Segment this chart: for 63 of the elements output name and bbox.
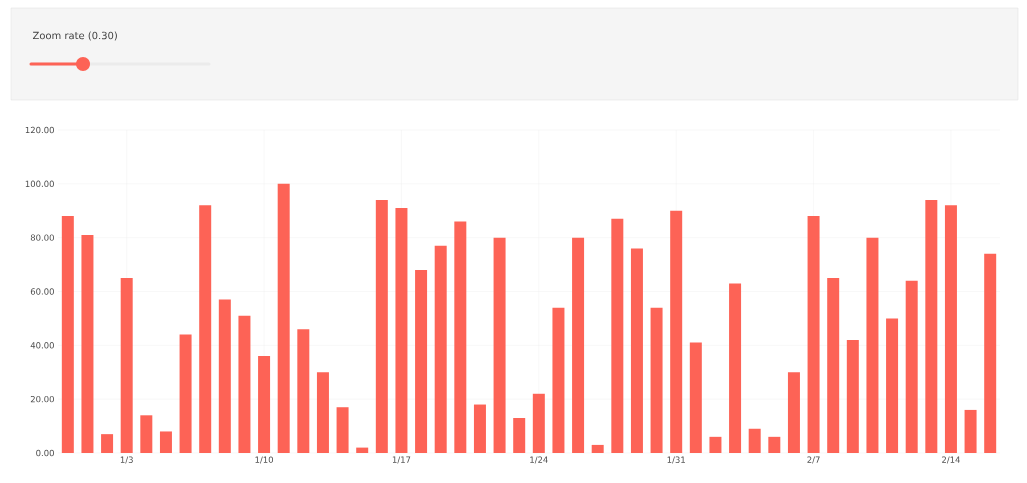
bar — [572, 237, 585, 453]
bar — [493, 237, 506, 453]
bar — [218, 299, 231, 453]
bar — [768, 436, 781, 453]
bar — [925, 199, 938, 453]
bar — [258, 356, 271, 453]
bar — [513, 417, 526, 453]
bar — [866, 237, 879, 453]
bar — [650, 307, 663, 453]
bar — [101, 434, 114, 453]
bar — [591, 444, 604, 453]
bar — [375, 199, 388, 453]
bar — [787, 372, 800, 453]
bar — [807, 216, 820, 453]
bar — [415, 269, 428, 453]
bar — [748, 428, 761, 453]
bar — [179, 334, 192, 453]
bar — [630, 248, 643, 453]
bar — [611, 218, 624, 453]
bar — [434, 245, 447, 453]
text: Zoom rate (0.30) — [32, 31, 117, 41]
bar — [277, 183, 290, 453]
bar — [81, 234, 94, 453]
bar — [238, 315, 251, 453]
y-tick-label: 120.00 — [25, 126, 54, 134]
bar — [709, 436, 722, 453]
x-tick-label: 1/31 — [667, 456, 685, 464]
bar — [159, 431, 172, 453]
bar — [356, 447, 369, 453]
bar — [552, 307, 565, 453]
y-tick-label: 20.00 — [30, 395, 54, 403]
bar — [964, 409, 977, 453]
x-tick-label: 1/17 — [392, 456, 411, 464]
bar — [532, 393, 545, 453]
x-tick-label: 1/24 — [530, 456, 548, 464]
bar — [336, 407, 349, 453]
bar — [846, 339, 859, 453]
bar — [395, 208, 408, 453]
bar — [984, 253, 997, 453]
bar — [886, 318, 899, 453]
y-tick-label: 0.00 — [36, 449, 54, 457]
x-tick-label: 2/7 — [807, 456, 820, 464]
bar — [61, 216, 74, 453]
x-tick-label: 1/3 — [120, 456, 133, 464]
bar — [316, 372, 329, 453]
bar — [140, 415, 153, 453]
y-tick-label: 100.00 — [25, 180, 54, 188]
bar — [827, 278, 840, 453]
y-tick-label: 60.00 — [30, 288, 54, 295]
bar — [944, 205, 957, 453]
x-tick-label: 2/14 — [942, 456, 960, 464]
bar — [120, 278, 133, 453]
y-tick-label: 80.00 — [30, 234, 54, 241]
bar — [905, 280, 918, 453]
bar — [729, 283, 742, 453]
bar — [199, 205, 212, 453]
y-tick-label: 40.00 — [30, 342, 54, 349]
bar — [689, 342, 702, 453]
bar — [670, 210, 683, 453]
bar — [297, 329, 310, 453]
x-tick-label: 1/10 — [255, 456, 274, 464]
bar — [473, 404, 486, 453]
bar — [454, 221, 467, 453]
